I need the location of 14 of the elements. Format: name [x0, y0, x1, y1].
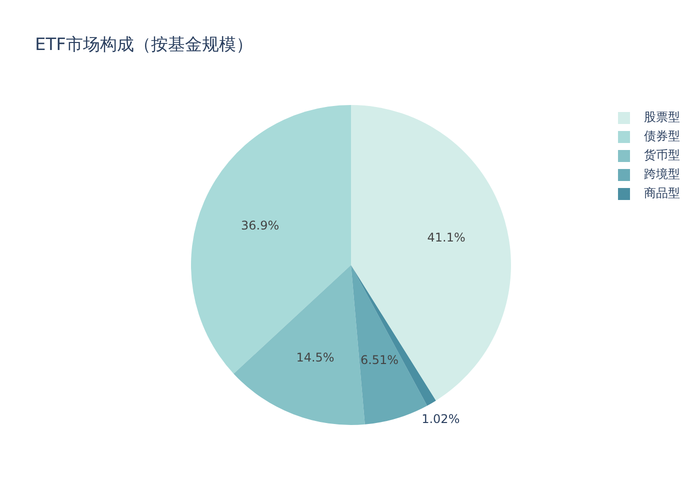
legend-label: 货币型 [644, 147, 680, 164]
legend-label: 商品型 [644, 185, 680, 202]
legend-label: 股票型 [644, 109, 680, 126]
data-label: 36.9% [241, 218, 280, 232]
pie-slice [351, 265, 436, 406]
data-label: 1.02% [422, 412, 460, 426]
pie-slice [351, 105, 511, 401]
pie-slice [191, 105, 351, 374]
legend-label: 债券型 [644, 128, 680, 145]
data-label: 14.5% [296, 350, 334, 365]
legend-label: 跨境型 [644, 166, 680, 183]
data-label: 41.1% [427, 230, 466, 245]
data-label: 6.51% [360, 353, 399, 368]
chart-title: ETF市场构成（按基金规模） [35, 34, 253, 56]
